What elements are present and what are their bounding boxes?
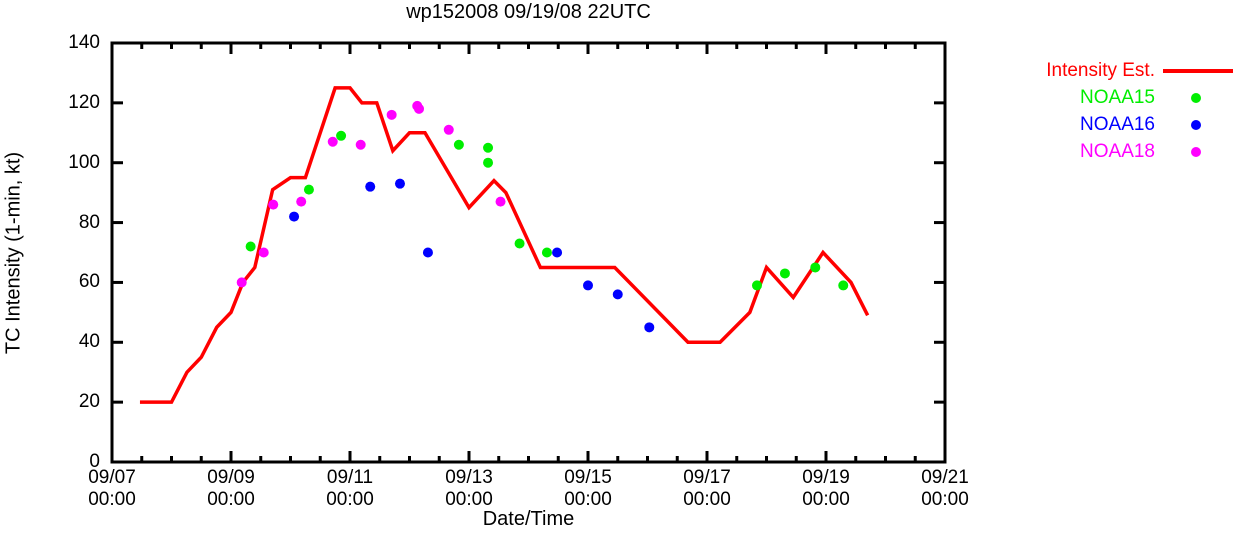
noaa18-point xyxy=(386,109,397,120)
legend-dot-noaa18 xyxy=(1155,138,1235,165)
y-tick-label: 140 xyxy=(68,32,100,53)
legend-item-intensity-est: Intensity Est. xyxy=(975,57,1235,84)
x-tick-label: 09/11 00:00 xyxy=(326,467,374,510)
y-tick-label: 20 xyxy=(78,391,100,413)
legend-label: Intensity Est. xyxy=(1046,59,1155,81)
x-tick-label: 09/19 00:00 xyxy=(802,467,850,510)
noaa16-point xyxy=(552,247,563,258)
noaa18-point xyxy=(355,139,366,150)
noaa15-point xyxy=(483,142,494,153)
noaa18-point xyxy=(268,199,279,210)
legend-line-sample xyxy=(1155,57,1235,84)
noaa18-point xyxy=(443,124,454,135)
noaa15-point xyxy=(514,238,525,249)
intensity-est-line xyxy=(139,86,870,404)
legend-dot-noaa15 xyxy=(1155,84,1235,111)
x-tick-label: 09/13 00:00 xyxy=(445,467,493,510)
noaa18-point xyxy=(327,136,338,147)
noaa18-point xyxy=(258,247,269,258)
noaa15-point xyxy=(453,139,464,150)
noaa15-point xyxy=(336,130,347,141)
x-tick-label: 09/15 00:00 xyxy=(564,467,612,510)
legend-item-noaa18: NOAA18 xyxy=(975,138,1235,165)
noaa16-point xyxy=(394,178,405,189)
noaa15-point xyxy=(838,280,849,291)
legend-dot-noaa16 xyxy=(1155,111,1235,138)
y-tick-label: 80 xyxy=(78,211,100,233)
noaa16-point xyxy=(644,322,655,333)
x-axis-label: Date/Time xyxy=(482,508,575,530)
legend-label: NOAA16 xyxy=(1080,113,1155,135)
noaa16-point xyxy=(612,289,623,300)
noaa15-point xyxy=(303,184,314,195)
y-tick-label: 0 xyxy=(89,451,100,472)
noaa15-point xyxy=(779,268,790,279)
legend-label: NOAA15 xyxy=(1080,86,1155,108)
x-tick-label: 09/17 00:00 xyxy=(683,467,731,510)
noaa15-point xyxy=(483,157,494,168)
noaa18-point xyxy=(296,196,307,207)
legend-label: NOAA18 xyxy=(1080,140,1155,162)
noaa15-point xyxy=(245,241,256,252)
plot-frame xyxy=(110,41,947,464)
legend-item-noaa15: NOAA15 xyxy=(975,84,1235,111)
noaa18-point xyxy=(414,103,425,114)
legend: Intensity Est. NOAA15 NOAA16 NOAA18 xyxy=(975,57,1235,165)
noaa15-point xyxy=(751,280,762,291)
x-tick-label: 09/21 00:00 xyxy=(921,467,969,510)
y-tick-label: 40 xyxy=(78,331,100,353)
legend-item-noaa16: NOAA16 xyxy=(975,111,1235,138)
noaa16-point xyxy=(365,181,376,192)
noaa15-point xyxy=(810,262,821,273)
x-tick-label: 09/07 00:00 xyxy=(88,467,136,510)
x-tick-label: 09/09 00:00 xyxy=(207,467,255,510)
noaa15-point xyxy=(541,247,552,258)
noaa18-point xyxy=(495,196,506,207)
noaa16-point xyxy=(583,280,593,291)
y-tick-label: 100 xyxy=(68,151,100,173)
chart-title: wp152008 09/19/08 22UTC xyxy=(406,1,651,23)
noaa16-point xyxy=(422,247,433,258)
y-tick-label: 120 xyxy=(68,91,100,113)
noaa16-point xyxy=(289,211,300,222)
noaa18-point xyxy=(236,277,247,288)
y-tick-label: 60 xyxy=(78,271,100,293)
